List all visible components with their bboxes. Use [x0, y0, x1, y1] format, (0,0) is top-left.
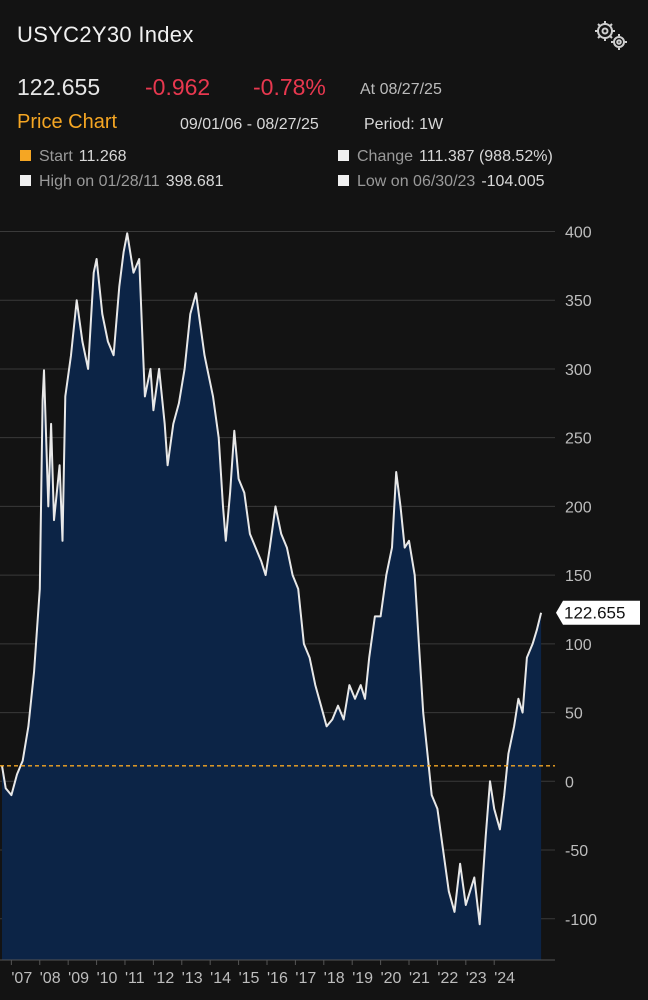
legend-value: -104.005 — [481, 173, 545, 190]
price-line — [1, 232, 543, 926]
x-tick-label: '13 — [182, 970, 203, 987]
legend-value: 11.268 — [78, 148, 127, 165]
x-tick-label: '20 — [381, 970, 402, 987]
date-range[interactable]: 09/01/06 - 08/27/25 — [180, 116, 319, 133]
x-tick-label: '08 — [40, 970, 61, 987]
legend-value: 111.387 (988.52%) — [419, 148, 553, 165]
legend-label: High on 01/28/11 — [39, 173, 160, 190]
legend-high: High on 01/28/11 398.681 — [20, 173, 224, 191]
section-title[interactable]: Price Chart — [17, 111, 118, 133]
legend-label: Start — [39, 148, 73, 165]
legend-start: Start 11.268 — [20, 148, 127, 166]
area-fill — [2, 233, 542, 961]
period[interactable]: Period: 1W — [364, 116, 444, 133]
last-price: 122.655 — [17, 74, 101, 100]
x-tick-label: '24 — [494, 970, 515, 987]
x-tick-label: '18 — [324, 970, 345, 987]
y-tick-label: -100 — [565, 912, 597, 929]
legend-value: 398.681 — [165, 173, 224, 190]
legend-low: Low on 06/30/23 -104.005 — [338, 173, 545, 191]
legend-label: Change — [357, 148, 414, 165]
x-tick-label: '21 — [409, 970, 430, 987]
x-tick-label: '16 — [267, 970, 288, 987]
last-value-tag — [556, 600, 640, 625]
x-tick-label: '11 — [125, 970, 145, 987]
y-tick-label: 0 — [565, 774, 574, 791]
y-tick-label: 100 — [565, 637, 592, 654]
as-of-date: At 08/27/25 — [360, 81, 442, 98]
x-tick-label: '07 — [11, 970, 32, 987]
settings-icon[interactable] — [592, 18, 632, 52]
pct-change: -0.78% — [253, 74, 326, 100]
x-tick-label: '14 — [210, 970, 231, 987]
y-tick-label: 250 — [565, 431, 592, 448]
x-tick-label: '10 — [97, 970, 118, 987]
y-tick-label: -50 — [565, 843, 588, 860]
net-change: -0.962 — [145, 74, 211, 100]
y-tick-label: 200 — [565, 499, 592, 516]
last-value-label: 122.655 — [564, 604, 625, 623]
x-tick-label: '22 — [437, 970, 458, 987]
y-tick-label: 150 — [565, 568, 592, 585]
x-tick-label: '15 — [239, 970, 260, 987]
y-tick-label: 50 — [565, 706, 583, 723]
x-tick-label: '23 — [466, 970, 487, 987]
x-tick-label: '19 — [352, 970, 373, 987]
x-tick-label: '17 — [295, 970, 316, 987]
legend-change: Change 111.387 (988.52%) — [338, 148, 553, 166]
y-tick-label: 400 — [565, 224, 592, 241]
x-tick-label: '09 — [68, 970, 89, 987]
x-tick-label: '12 — [153, 970, 174, 987]
legend-label: Low on 06/30/23 — [357, 173, 476, 190]
title: USYC2Y30 Index — [17, 22, 194, 47]
y-tick-label: 300 — [565, 362, 592, 379]
y-tick-label: 350 — [565, 293, 592, 310]
